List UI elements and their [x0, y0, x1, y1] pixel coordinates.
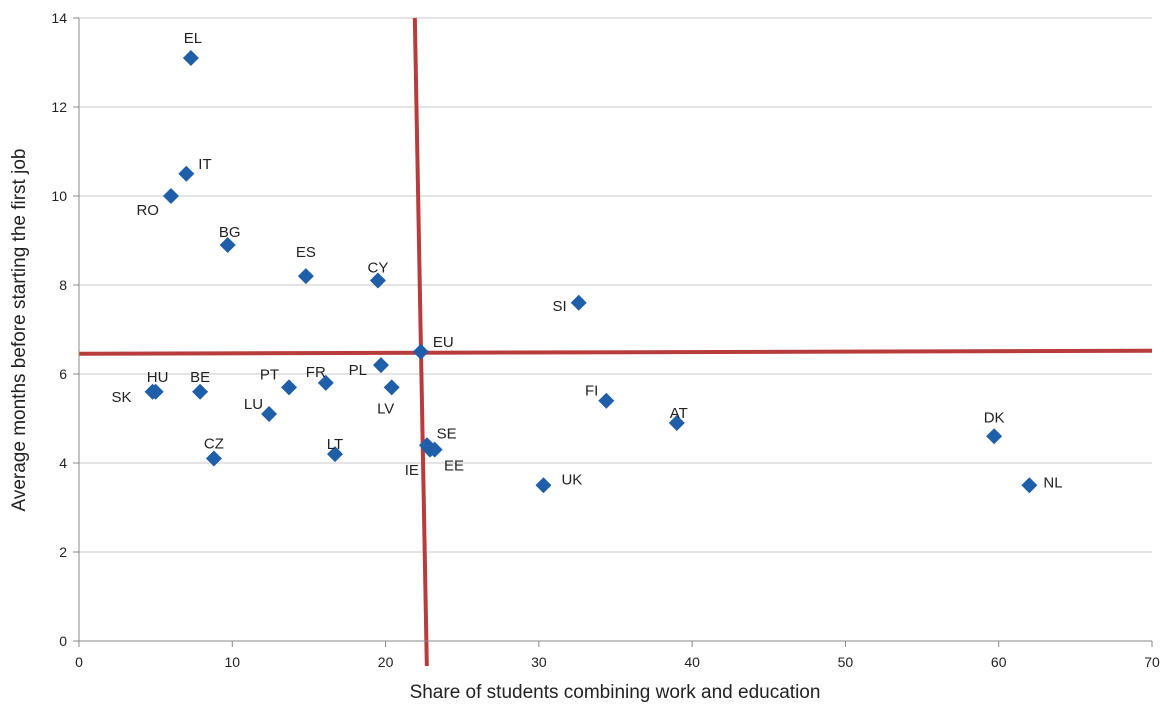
point-label-eu: EU: [433, 334, 454, 351]
data-point-ee: [422, 441, 439, 458]
point-label-pl: PL: [349, 362, 367, 379]
axes: 0 2 4 6 8 10 12 14 0 10 20 30 40 50 60 70: [51, 10, 1160, 670]
y-axis-title: Average months before starting the first…: [9, 149, 30, 512]
data-points: [144, 50, 1038, 494]
y-tick-label: 14: [51, 10, 67, 26]
x-tick-label: 30: [531, 654, 547, 670]
point-label-fr: FR: [306, 364, 326, 381]
x-tick-label: 60: [991, 654, 1007, 670]
point-label-ro: RO: [136, 202, 159, 219]
point-label-cz: CZ: [204, 436, 224, 453]
y-tick-label: 10: [51, 188, 67, 204]
point-label-pt: PT: [260, 366, 279, 383]
data-point-it: [178, 165, 195, 182]
point-label-es: ES: [296, 244, 316, 261]
reference-line-horizontal: [78, 348, 1153, 356]
data-point-nl: [1021, 477, 1038, 494]
x-tick-label: 20: [378, 654, 394, 670]
point-label-bg: BG: [219, 224, 241, 241]
data-point-cz: [205, 450, 222, 467]
point-label-fi: FI: [585, 383, 598, 400]
point-label-dk: DK: [984, 409, 1005, 426]
reference-line-vertical: [412, 17, 429, 667]
data-point-lu: [261, 406, 278, 423]
point-label-sk: SK: [112, 389, 132, 406]
point-label-si: SI: [553, 298, 567, 315]
x-tick-label: 10: [224, 654, 240, 670]
data-point-at: [668, 414, 685, 431]
x-tick-label: 50: [838, 654, 854, 670]
point-label-lv: LV: [377, 400, 394, 417]
data-point-uk: [535, 477, 552, 494]
point-label-nl: NL: [1043, 474, 1062, 491]
data-point-cy: [369, 272, 386, 289]
point-label-ee: EE: [444, 458, 464, 475]
data-point-be: [192, 383, 209, 400]
point-label-at: AT: [670, 405, 688, 422]
y-tick-label: 6: [59, 366, 67, 382]
data-point-lv: [383, 379, 400, 396]
data-point-pt: [281, 379, 298, 396]
data-point-bg: [219, 236, 236, 253]
data-point-pl: [372, 357, 389, 374]
point-label-el: EL: [184, 30, 202, 47]
point-label-cy: CY: [367, 260, 388, 277]
point-label-it: IT: [198, 156, 211, 173]
y-tick-label: 0: [59, 633, 67, 649]
y-tick-label: 2: [59, 544, 67, 560]
data-point-el: [182, 50, 199, 67]
point-label-lt: LT: [327, 436, 343, 453]
data-point-es: [297, 268, 314, 285]
reference-lines: [78, 17, 1153, 667]
y-tick-label: 12: [51, 99, 67, 115]
point-label-hu: HU: [147, 369, 169, 386]
data-point-ro: [162, 188, 179, 204]
data-point-eu: [412, 343, 429, 360]
data-point-fi: [598, 392, 615, 409]
x-tick-label: 0: [75, 654, 83, 670]
data-point-si: [570, 294, 587, 311]
point-label-lu: LU: [244, 396, 263, 413]
data-point-lt: [326, 446, 343, 463]
point-label-se: SE: [437, 426, 457, 443]
x-tick-label: 70: [1144, 654, 1160, 670]
point-labels: EL IT RO BG ES CY SI EU HU SK BE PT FR PL LV LU FI AT DK CZ…: [112, 30, 1063, 491]
point-label-be: BE: [190, 369, 210, 386]
data-point-fr: [317, 374, 334, 391]
grid-lines: [79, 17, 1152, 553]
point-label-ie: IE: [405, 462, 419, 479]
data-point-sk: [144, 383, 161, 400]
x-tick-label: 40: [684, 654, 700, 670]
data-point-dk: [986, 428, 1003, 445]
y-tick-label: 4: [59, 455, 67, 471]
x-axis-title: Share of students combining work and edu…: [410, 682, 821, 703]
point-label-uk: UK: [561, 471, 582, 488]
y-tick-label: 8: [59, 277, 67, 293]
